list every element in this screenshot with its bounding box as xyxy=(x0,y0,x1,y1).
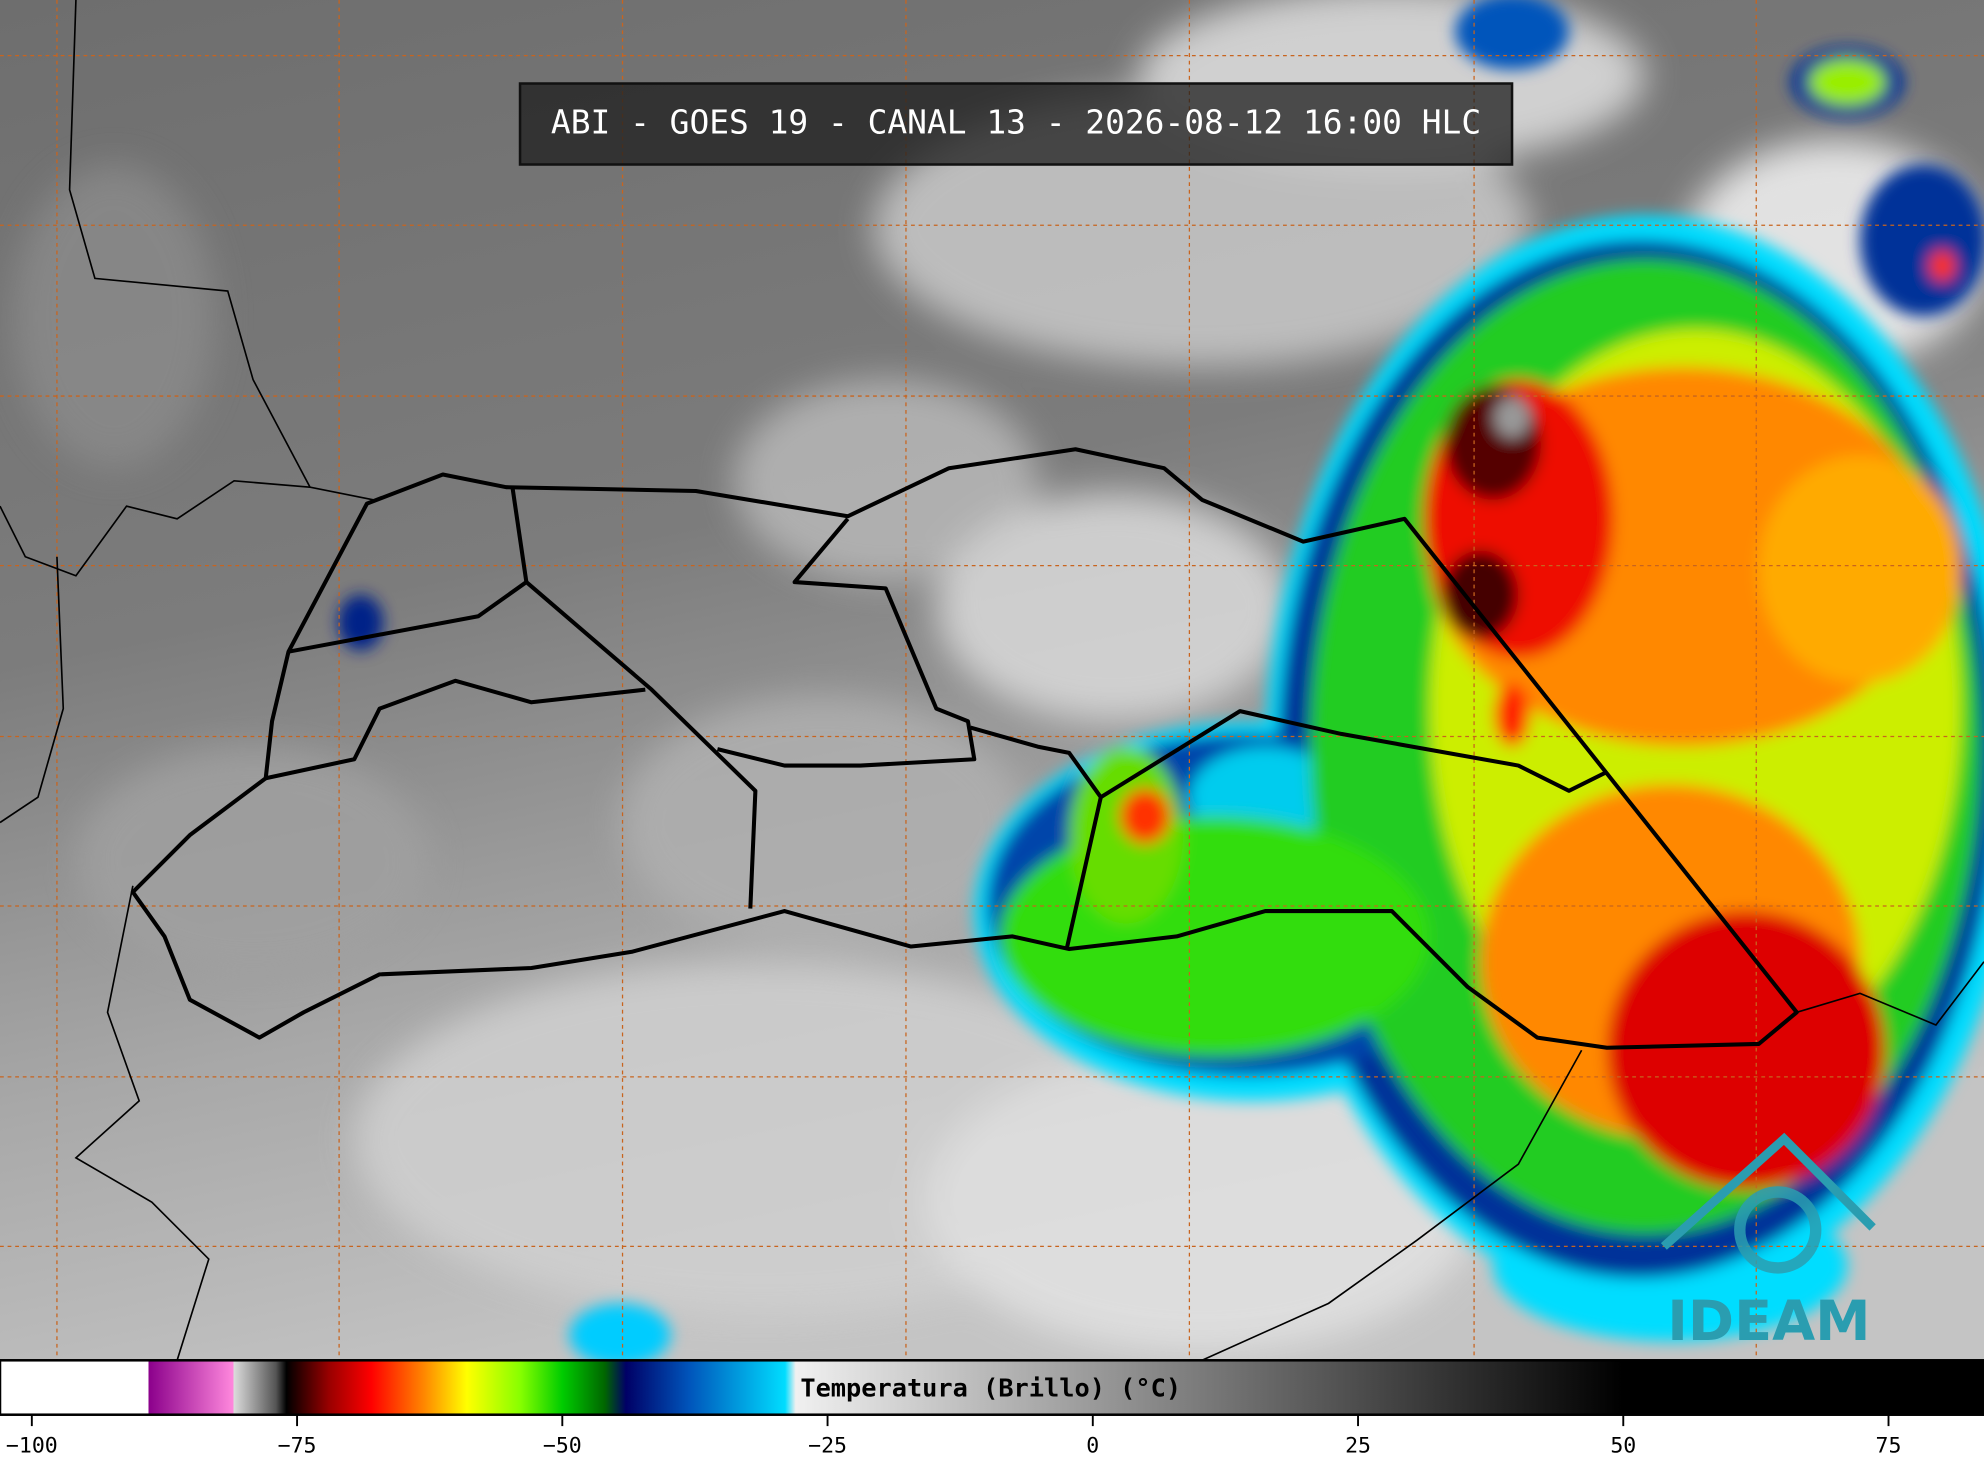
logo: IDEAM xyxy=(1660,1132,1876,1354)
colorbar-tick-label: −50 xyxy=(543,1433,582,1458)
colorbar-tick-label: 0 xyxy=(1086,1433,1099,1458)
title: ABI - GOES 19 - CANAL 13 - 2026-08-12 16… xyxy=(551,103,1481,142)
colorbar-tick-label: 25 xyxy=(1345,1433,1371,1458)
colorbar-tick-label: −100 xyxy=(6,1433,58,1458)
title-box: ABI - GOES 19 - CANAL 13 - 2026-08-12 16… xyxy=(518,82,1514,166)
colorbar-tick-label: 75 xyxy=(1876,1433,1902,1458)
map xyxy=(0,0,1984,1367)
colorbar-label: Temperatura (Brillo) (°C) xyxy=(800,1373,1181,1402)
logo-text: IDEAM xyxy=(1667,1289,1870,1354)
colorbar-tick-label: −25 xyxy=(808,1433,847,1458)
colorbar: Temperatura (Brillo) (°C) −100 −75 −50 −25 0… xyxy=(0,1359,1984,1458)
colorbar-tick-label: 50 xyxy=(1610,1433,1636,1458)
colorbar-tick-label: −75 xyxy=(278,1433,317,1458)
colorbar-fill xyxy=(0,1359,1984,1416)
